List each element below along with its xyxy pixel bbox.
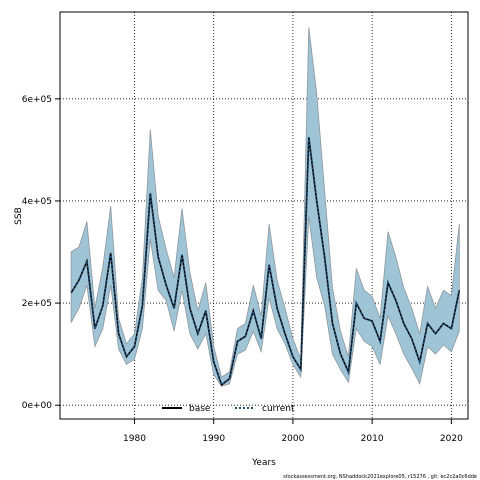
x-tick-label: 2000	[281, 434, 304, 444]
legend: base current	[162, 404, 295, 414]
x-tick-label: 1990	[202, 434, 225, 444]
x-tick-label: 2020	[440, 434, 463, 444]
x-axis: 1980 1990 2000 2010 2020	[123, 419, 463, 444]
x-tick-label: 1980	[123, 434, 146, 444]
x-tick-label: 2010	[361, 434, 384, 444]
uncertainty-band	[70, 27, 460, 387]
y-tick-label: 4e+05	[22, 197, 52, 207]
legend-label-base: base	[189, 404, 211, 414]
legend-label-current: current	[262, 404, 295, 414]
plot-frame	[59, 11, 469, 420]
footnote: stockassessment.org, NShaddock2021explor…	[283, 474, 477, 480]
y-tick-label: 6e+05	[22, 95, 52, 105]
y-axis: 0e+00 2e+05 4e+05 6e+05	[22, 95, 60, 411]
y-axis-title: SSB	[14, 207, 24, 225]
x-axis-title: Years	[251, 458, 276, 468]
series-line-current	[70, 136, 461, 387]
y-tick-label: 0e+00	[22, 401, 53, 411]
y-tick-label: 2e+05	[22, 299, 52, 309]
